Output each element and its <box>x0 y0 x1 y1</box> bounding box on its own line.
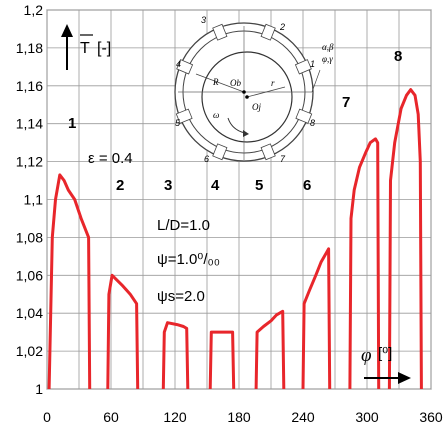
y-label-unit: [-] <box>97 40 111 57</box>
y-tick-label: 1,1 <box>24 192 44 208</box>
inset-label-r: r <box>271 78 275 88</box>
inset-label-Oj: Oj <box>252 102 261 112</box>
series-line-segment-5 <box>254 309 286 390</box>
groove-2 <box>260 23 276 41</box>
y-tick-label: 1,14 <box>16 116 43 132</box>
segment-label-4: 4 <box>211 177 220 194</box>
inset-label-4: 4 <box>176 59 181 69</box>
groove-1 <box>212 23 228 41</box>
x-tick-label: 360 <box>419 409 443 425</box>
y-tick-label: 1,06 <box>16 267 43 283</box>
radius-r-line <box>246 86 286 98</box>
segment-label-6: 6 <box>303 177 311 194</box>
y-label-symbol: T <box>80 40 90 57</box>
inset-label-2: 2 <box>279 22 285 32</box>
segment-label-7: 7 <box>342 94 350 111</box>
segment-label-3: 3 <box>164 177 172 194</box>
inset-label-6: 6 <box>204 154 209 164</box>
segment-label-1: 1 <box>68 115 76 132</box>
groove-4 <box>294 59 312 75</box>
segment-label-2: 2 <box>116 177 124 194</box>
radius-R-line <box>195 73 245 93</box>
x-label-unit: [⁰] <box>378 345 392 362</box>
y-tick-label: 1,2 <box>24 2 44 18</box>
inset-label-5: 5 <box>175 118 181 128</box>
groove-6 <box>295 108 313 124</box>
inset-label-7: 7 <box>280 154 286 164</box>
y-tick-label: 1,18 <box>16 40 43 56</box>
journal-center-point <box>245 95 249 99</box>
groove-5 <box>175 108 193 124</box>
ld-annotation: L/D=1.0 <box>157 217 210 234</box>
inset-label-alpha-beta: α,β <box>322 42 334 52</box>
y-tick-label: 1,08 <box>16 229 43 245</box>
data-series <box>47 88 423 390</box>
groove-8 <box>260 143 276 161</box>
y-axis-arrow-head <box>61 24 73 37</box>
x-axis-arrow-head <box>398 372 411 384</box>
series-line-segment-2 <box>106 273 140 390</box>
epsilon-annotation: ε = 0.4 <box>88 150 133 167</box>
angle-ray-line <box>311 69 321 93</box>
psi-s-annotation: ψs=2.0 <box>157 288 205 305</box>
segment-label-5: 5 <box>255 177 263 194</box>
y-tick-label: 1,02 <box>16 343 43 359</box>
journal-circle <box>201 51 293 143</box>
x-axis-label: φ [⁰] <box>361 345 411 384</box>
bearing-diagram: 3 2 4 1 5 8 6 7 R Ob r Oj ω α,β φ,γ <box>174 15 334 164</box>
inset-label-omega: ω <box>213 110 219 120</box>
psi-annotation: ψ=1.0⁰/₀₀ <box>157 251 220 268</box>
x-tick-label: 240 <box>291 409 315 425</box>
inset-label-1: 1 <box>310 59 315 69</box>
y-tick-label: 1,04 <box>16 305 43 321</box>
y-tick-label: 1 <box>35 381 43 397</box>
x-tick-label: 300 <box>355 409 379 425</box>
inset-label-3: 3 <box>201 15 206 25</box>
segment-labels: 1 2 3 4 5 6 7 8 <box>68 48 402 194</box>
y-tick-labels: 1 1,02 1,04 1,06 1,08 1,1 1,12 1,14 1,16 1,18 1,2 <box>16 2 43 397</box>
series-line-segment-3 <box>161 321 190 390</box>
series-line-segment-7 <box>348 137 381 390</box>
parameter-annotations: ε = 0.4 L/D=1.0 ψ=1.0⁰/₀₀ ψs=2.0 <box>88 150 220 305</box>
inset-label-phi-gamma: φ,γ <box>322 54 333 64</box>
bearing-center-point <box>242 90 246 94</box>
x-label-symbol: φ <box>361 345 372 366</box>
rotation-arc <box>227 117 246 134</box>
series-line-segment-6 <box>301 247 332 390</box>
rotation-arrow-head <box>243 130 249 137</box>
groove-7 <box>212 143 228 161</box>
inset-label-Ob: Ob <box>230 78 241 88</box>
inset-label-R: R <box>212 77 219 87</box>
x-tick-labels: 0 60 120 180 240 300 360 <box>43 409 443 425</box>
y-tick-label: 1,16 <box>16 78 43 94</box>
groove-3 <box>176 59 194 75</box>
inset-label-8: 8 <box>310 118 315 128</box>
x-tick-label: 60 <box>103 409 119 425</box>
y-axis-label: T [-] <box>61 24 111 70</box>
segment-label-8: 8 <box>394 48 402 65</box>
series-line-segment-1 <box>47 173 92 390</box>
x-tick-label: 0 <box>43 409 51 425</box>
x-tick-label: 180 <box>227 409 251 425</box>
y-tick-label: 1,12 <box>16 154 43 170</box>
x-tick-label: 120 <box>163 409 187 425</box>
series-line-segment-4 <box>208 330 236 390</box>
series-line-segment-8 <box>387 88 423 390</box>
